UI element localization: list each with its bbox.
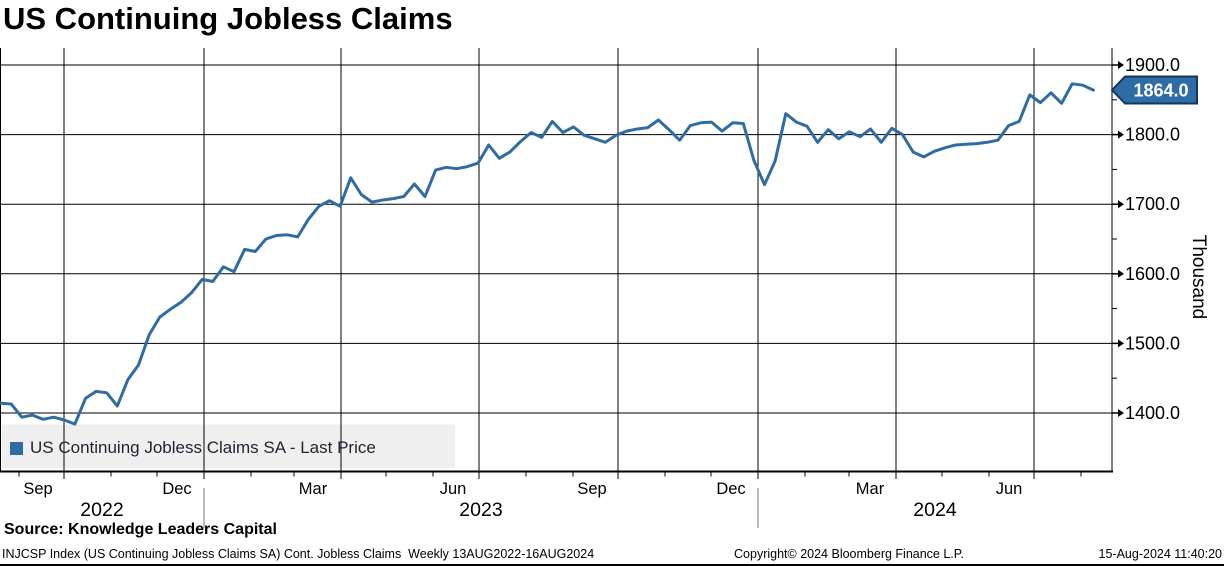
x-year-label: 2022 xyxy=(80,499,123,521)
footer-copyright: Copyright© 2024 Bloomberg Finance L.P. xyxy=(734,547,964,561)
x-month-label: Jun xyxy=(996,480,1023,498)
y-tick-label: 1600.0 xyxy=(1125,264,1180,284)
chart-title: US Continuing Jobless Claims xyxy=(3,1,453,36)
x-axis: Sep Dec Mar Jun Sep Dec Mar Jun 2022 2023 2024 xyxy=(18,472,1082,528)
footer-bar: INJCSP Index (US Continuing Jobless Clai… xyxy=(0,547,1224,564)
last-price-badge-label: 1864.0 xyxy=(1133,81,1188,101)
gridlines xyxy=(0,48,1112,471)
x-year-label: 2023 xyxy=(459,499,502,521)
y-tick-label: 1500.0 xyxy=(1125,333,1180,353)
x-month-label: Dec xyxy=(162,480,191,498)
x-month-label: Dec xyxy=(716,480,745,498)
y-tick-label: 1700.0 xyxy=(1125,194,1180,214)
y-tick-label: 1900.0 xyxy=(1125,55,1180,75)
footer-ticker-info: INJCSP Index (US Continuing Jobless Clai… xyxy=(2,547,595,561)
y-tick-label: 1400.0 xyxy=(1125,403,1180,423)
chart-legend: US Continuing Jobless Claims SA - Last P… xyxy=(10,438,376,458)
x-month-label: Jun xyxy=(440,480,467,498)
price-line-series[interactable] xyxy=(0,82,1095,426)
y-axis-unit-label: Thousand xyxy=(1188,234,1209,320)
plot-borders xyxy=(0,48,1113,473)
legend-background xyxy=(2,424,455,469)
y-axis: 1900.0 1800.0 1700.0 1600.0 1500.0 1400.0 xyxy=(1112,55,1180,423)
x-month-label: Mar xyxy=(299,480,328,498)
footer-timestamp: 15-Aug-2024 11:40:20 xyxy=(1098,547,1222,561)
x-month-label: Mar xyxy=(856,480,885,498)
x-month-label: Sep xyxy=(23,480,52,498)
last-price-badge[interactable]: 1864.0 xyxy=(1110,75,1198,105)
legend-swatch-icon xyxy=(10,441,23,455)
legend-series-label: US Continuing Jobless Claims SA - Last P… xyxy=(30,438,376,457)
x-year-label: 2024 xyxy=(913,499,957,521)
x-month-label: Sep xyxy=(577,480,606,498)
y-tick-label: 1800.0 xyxy=(1125,125,1180,145)
source-line: Source: Knowledge Leaders Capital xyxy=(4,521,277,538)
